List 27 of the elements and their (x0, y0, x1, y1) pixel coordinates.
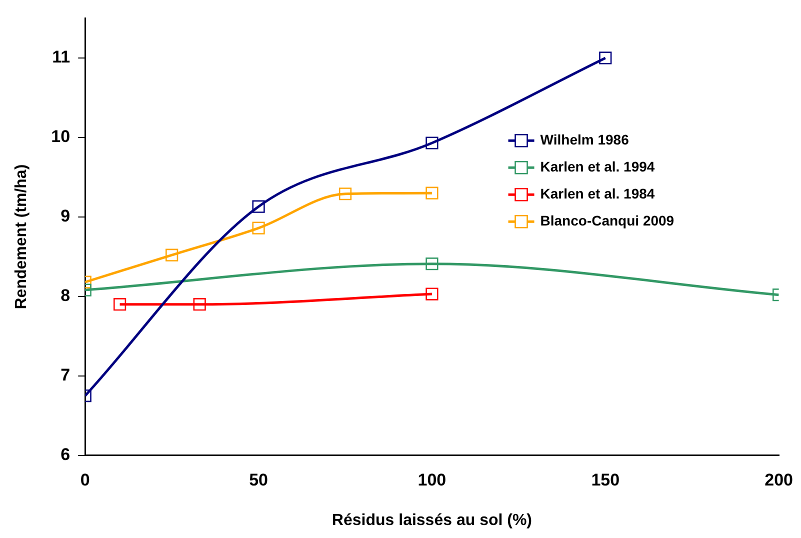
point (426, 136, 438, 150)
y-tick-label: 7 (60, 366, 70, 385)
x-tick-label: 0 (80, 470, 90, 490)
point (426, 186, 438, 200)
y-tick-label: 9 (60, 206, 70, 226)
legend-label: Wilhelm 1986 (540, 131, 630, 148)
y-tick-label: 6 (60, 445, 70, 464)
x-tick-label: 100 (418, 470, 446, 490)
point (113, 298, 126, 311)
point (599, 52, 612, 64)
point (166, 248, 178, 262)
legend-label: Karlen et al. 1984 (540, 185, 655, 202)
x-tick-label: 50 (249, 470, 268, 490)
point (252, 222, 265, 234)
y-axis-title: Rendement (tm/ha) (13, 164, 30, 310)
point (193, 298, 206, 311)
y-tick-label: 8 (60, 286, 70, 306)
point (252, 200, 265, 213)
point (338, 188, 352, 200)
y-tick-label: 11 (52, 48, 70, 67)
y-tick-label: 10 (51, 127, 70, 146)
x-axis-title: Résidus laissés au sol (%) (332, 512, 532, 529)
legend-label: Blanco-Canqui 2009 (540, 212, 674, 228)
point (426, 288, 438, 300)
x-tick-label: 200 (764, 470, 794, 490)
legend-label: Karlen et al. 1994 (540, 158, 655, 174)
x-tick-label: 150 (591, 470, 620, 490)
